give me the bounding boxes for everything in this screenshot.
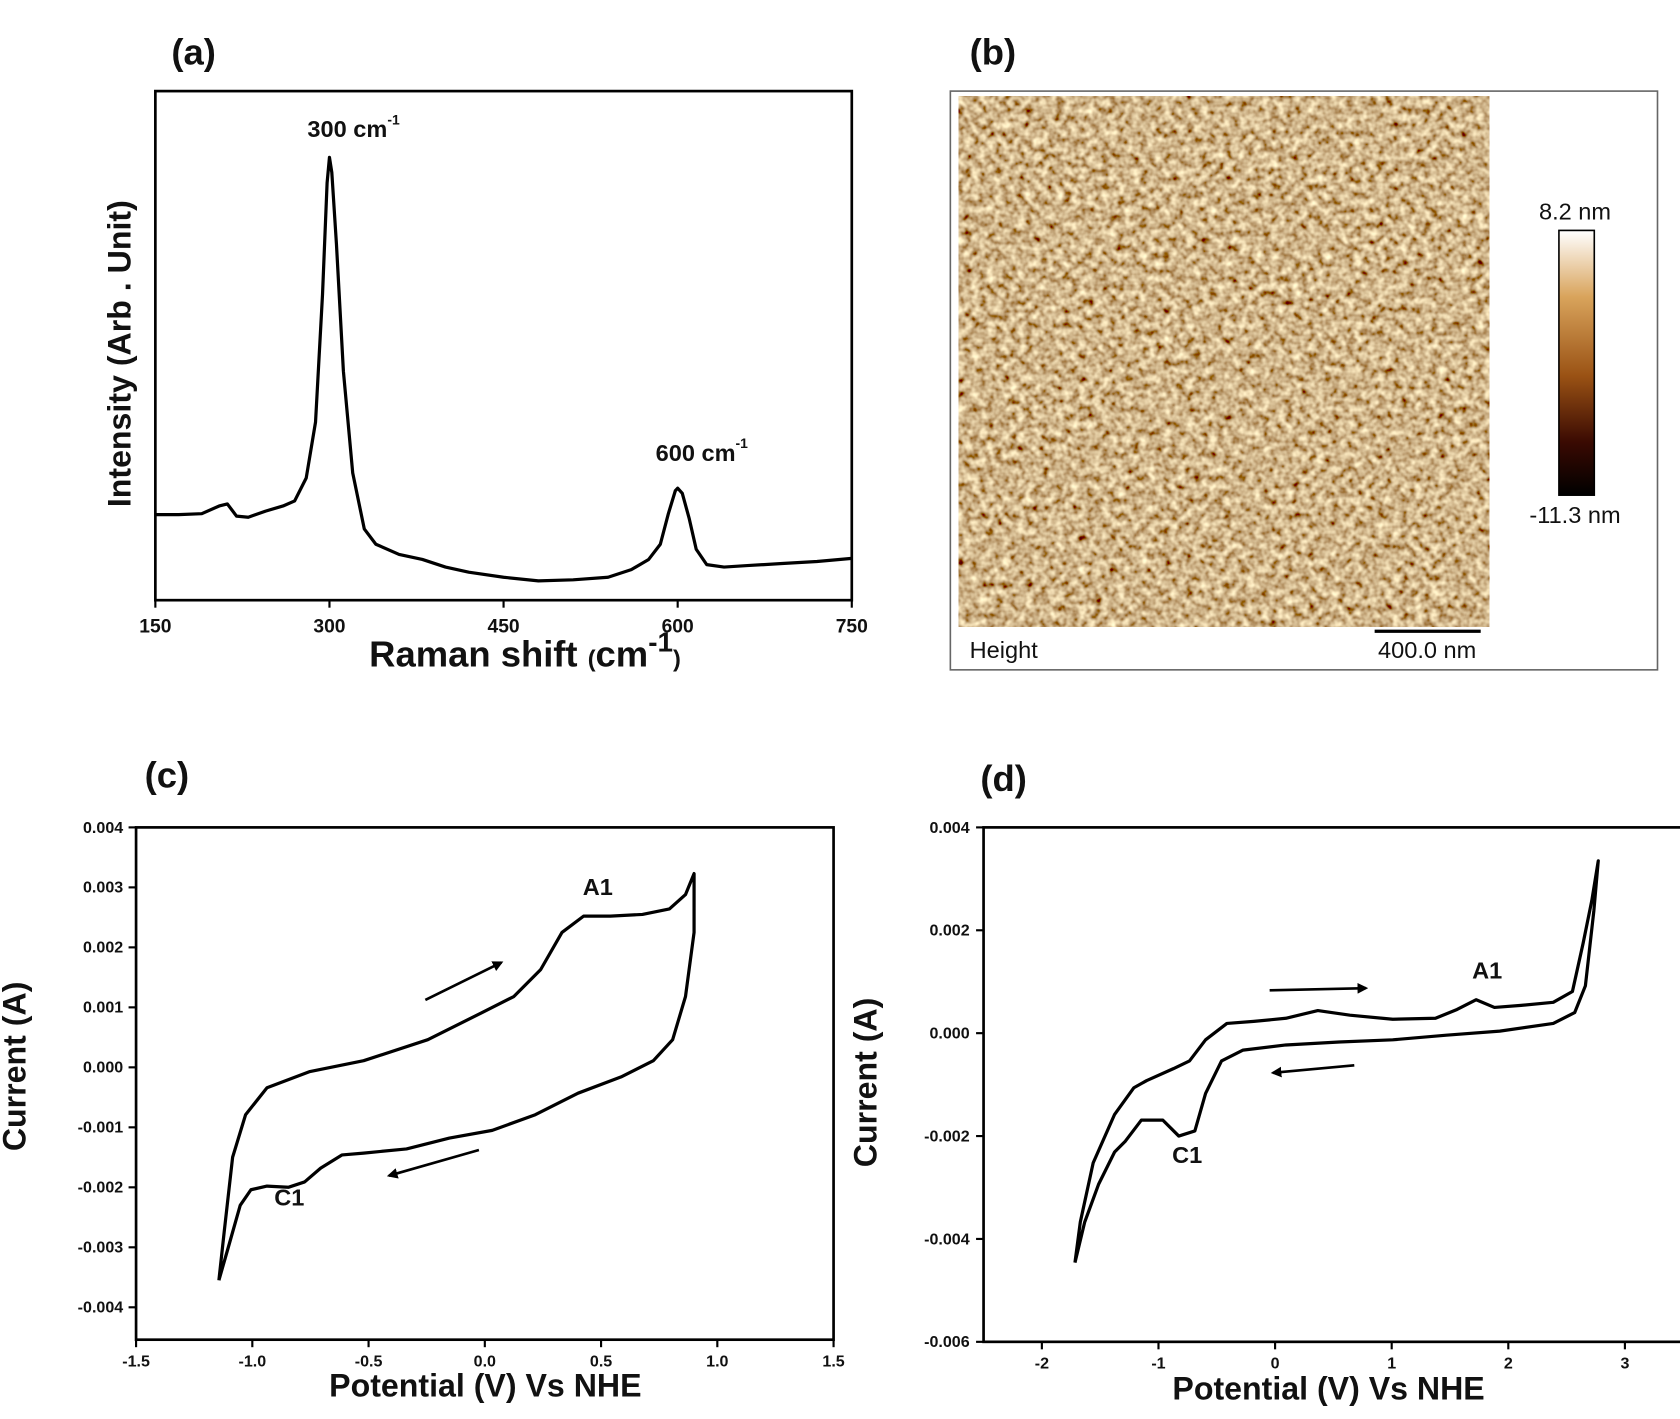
y-tick-label: 0.002 (929, 922, 969, 940)
annotation: C1 (1172, 1142, 1202, 1168)
x-tick-label: -1.5 (122, 1352, 150, 1370)
x-tick-label: 300 (313, 616, 345, 637)
y-axis-label: Current (A) (847, 998, 883, 1168)
colorbar (1558, 229, 1596, 496)
annotation: C1 (274, 1185, 304, 1211)
arrow (1269, 982, 1369, 994)
afm-image (958, 96, 1490, 627)
panel-title: (a) (171, 31, 216, 72)
data-line (1073, 859, 1600, 1264)
x-axis-label: Raman shift (cm-1) (369, 627, 681, 675)
x-tick-label: 3 (1620, 1355, 1629, 1373)
y-tick-label: -0.004 (924, 1230, 970, 1248)
x-tick-label: -2 (1035, 1355, 1049, 1373)
x-tick-label: -1 (1151, 1355, 1165, 1373)
y-axis-label: Current (A) (0, 982, 33, 1152)
annotation-sup: -1 (736, 435, 749, 451)
x-tick-label: 1 (1387, 1355, 1396, 1373)
annotation-text: A1 (583, 874, 613, 900)
plot-frame (154, 89, 854, 602)
x-tick-label: 450 (487, 616, 519, 637)
x-tick-label: -1.0 (238, 1352, 266, 1370)
plot-frame (134, 826, 835, 1342)
annotation-text: C1 (1172, 1142, 1202, 1168)
y-tick-label: 0.004 (83, 819, 123, 837)
x-axis-label-part: cm (596, 634, 649, 675)
y-tick-label: 0.002 (83, 939, 123, 957)
annotation: 300 cm-1 (307, 111, 400, 142)
y-tick-label: -0.006 (924, 1333, 970, 1351)
x-tick-label: 2 (1504, 1355, 1513, 1373)
x-axis-label: Potential (V) Vs NHE (329, 1367, 641, 1403)
y-axis-label: Intensity (Arb . Unit) (102, 200, 138, 507)
y-tick-label: 0.003 (83, 879, 123, 897)
y-tick-label: 0.000 (929, 1025, 969, 1043)
panel-title: (b) (970, 31, 1017, 72)
annotation-text: 300 cm (307, 116, 387, 142)
x-axis-label-part: Raman shift (369, 634, 588, 675)
plot-frame (982, 826, 1680, 1344)
x-tick-label: -0.5 (355, 1352, 383, 1370)
colorbar-label: 8.2 nm (1539, 199, 1611, 225)
annotation: A1 (1472, 958, 1502, 984)
annotation-text: A1 (1472, 958, 1502, 984)
data-line (217, 871, 696, 1281)
panel-title: (d) (980, 758, 1027, 799)
arrow (1270, 1063, 1355, 1078)
x-axis-label-part: ) (673, 646, 681, 672)
annotation-text: 600 cm (656, 440, 736, 466)
x-tick-label: 0.0 (474, 1352, 496, 1370)
y-tick-label: -0.001 (78, 1119, 124, 1137)
y-tick-label: 0.001 (83, 999, 123, 1017)
y-tick-label: -0.003 (78, 1239, 124, 1257)
x-tick-label: 0 (1271, 1355, 1280, 1373)
y-tick-label: -0.002 (924, 1127, 970, 1145)
y-tick-label: -0.002 (78, 1179, 124, 1197)
x-tick-label: 750 (836, 616, 868, 637)
arrow (424, 961, 504, 1002)
x-axis-label-part: ( (588, 646, 596, 672)
channel-label: Height (970, 637, 1039, 663)
annotation-sup: -1 (387, 111, 400, 127)
data-line (155, 155, 852, 583)
x-tick-label: 0.5 (590, 1352, 612, 1370)
annotation-text: C1 (274, 1185, 304, 1211)
arrow (386, 1148, 480, 1179)
x-tick-label: 1.5 (822, 1352, 844, 1370)
y-tick-label: 0.000 (83, 1059, 123, 1077)
panel-title: (c) (145, 755, 190, 796)
y-tick-label: 0.004 (929, 819, 969, 837)
x-tick-label: 600 (662, 616, 694, 637)
x-axis-label: Potential (V) Vs NHE (1172, 1371, 1484, 1407)
y-tick-label: -0.004 (78, 1299, 124, 1317)
colorbar-label: -11.3 nm (1529, 502, 1620, 528)
annotation: 600 cm-1 (656, 435, 749, 466)
x-tick-label: 150 (139, 616, 171, 637)
scale-bar-label: 400.0 nm (1378, 637, 1476, 663)
annotation: A1 (583, 874, 613, 900)
x-tick-label: 1.0 (706, 1352, 728, 1370)
x-axis-label-part: -1 (648, 627, 673, 658)
